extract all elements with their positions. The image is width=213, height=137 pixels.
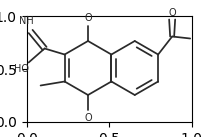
Text: O: O <box>84 13 92 23</box>
Text: HO: HO <box>14 65 29 75</box>
Text: NH: NH <box>19 16 34 26</box>
Text: O: O <box>84 113 92 123</box>
Text: O: O <box>168 8 176 18</box>
